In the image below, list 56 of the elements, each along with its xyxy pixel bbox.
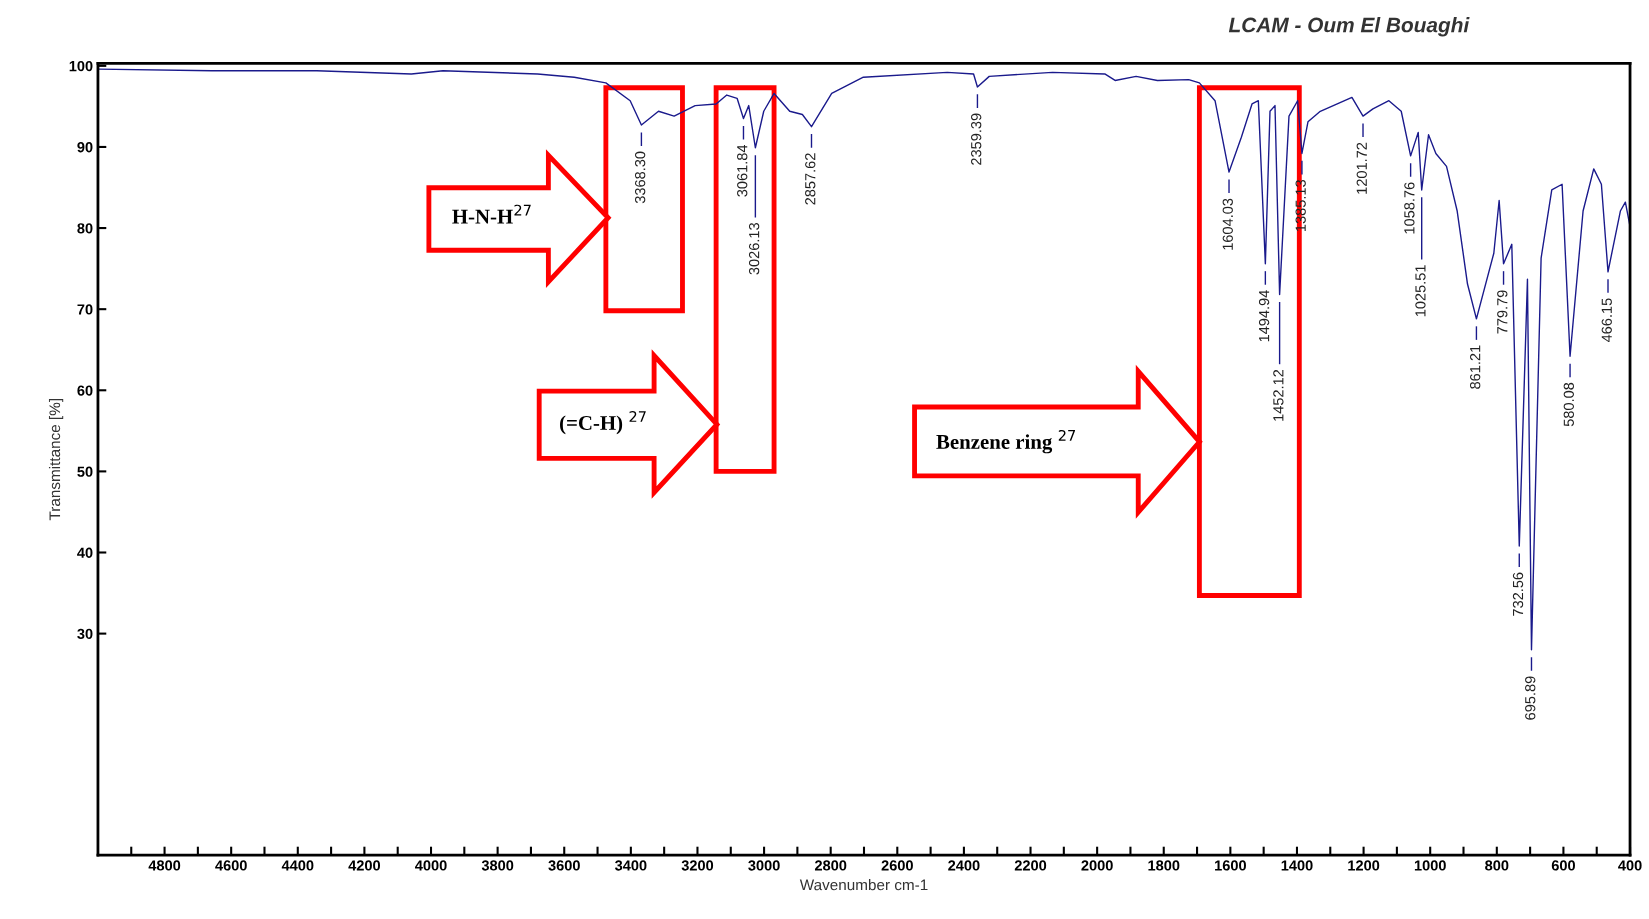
x-tick-label: 2400 (948, 860, 980, 871)
annotation: 861.21 (1470, 345, 1481, 389)
x-tick-label: 4200 (348, 860, 381, 871)
x-tick-label: 4000 (415, 860, 447, 871)
x-tick-label: 4800 (148, 860, 181, 871)
annotation: 1058.76 (1404, 182, 1415, 234)
annotation: 1201.72 (1356, 142, 1367, 194)
x-tick-label: 3200 (681, 860, 714, 871)
x-tick-label: 1400 (1281, 860, 1313, 871)
annotation: 580.08 (1563, 382, 1574, 427)
annotation: 466.15 (1601, 298, 1612, 343)
x-axis-title: Wavenumber cm-1 (799, 879, 928, 891)
y-tick-label: 30 (77, 628, 93, 640)
annotation: 1025.51 (1415, 265, 1426, 317)
x-tick-label: 2200 (1014, 860, 1047, 871)
x-tick-label: 400 (1618, 860, 1642, 871)
annotation: Benzene ring $^{27}$ (936, 429, 1076, 454)
x-tick-label: 2000 (1081, 860, 1113, 871)
y-tick-label: 50 (77, 466, 93, 477)
y-tick-label: 40 (77, 547, 93, 558)
x-tick-label: 1600 (1215, 860, 1246, 871)
annotation: 2359.39 (971, 113, 982, 165)
x-tick-label: 4400 (281, 860, 314, 871)
annotation: 1385.13 (1295, 180, 1306, 231)
annotation: 779.79 (1497, 290, 1508, 334)
x-tick-label: 1800 (1148, 860, 1180, 871)
annotation: 1452.12 (1273, 369, 1284, 421)
x-tick-label: 1200 (1348, 860, 1380, 871)
y-tick-label: 90 (77, 142, 93, 153)
x-tick-label: 1000 (1414, 860, 1446, 871)
x-tick-label: 800 (1485, 860, 1509, 871)
x-tick-label: 2800 (814, 860, 847, 871)
x-tick-label: 3600 (548, 860, 580, 871)
annotation: 732.56 (1512, 572, 1524, 616)
chart-title: LCAM - Oum El Bouaghi (1228, 17, 1470, 37)
annotation: 3026.13 (748, 223, 760, 275)
annotation: 1604.03 (1222, 198, 1233, 250)
annotation: 3368.30 (635, 151, 646, 204)
line-series (98, 68, 1631, 651)
annotation: H-N-H$^{27}$ (452, 204, 531, 224)
x-tick-label: 3800 (481, 860, 514, 871)
x-tick-label: 3000 (748, 860, 780, 871)
x-tick-label: 2600 (881, 860, 913, 871)
x-tick-label: 600 (1551, 860, 1575, 871)
y-tick-label: 60 (77, 385, 93, 396)
x-tick-label: 3400 (614, 860, 647, 871)
annotation: 2857.62 (805, 153, 816, 205)
x-tick-label: 4600 (215, 860, 247, 871)
y-tick-label: 100 (69, 60, 93, 72)
annotation: 695.89 (1525, 676, 1536, 720)
annotation: (=C-H) $^{27}$ (560, 411, 646, 435)
y-tick-label: 80 (77, 223, 93, 234)
y-tick-label: 70 (77, 304, 93, 315)
annotation: 3061.84 (737, 144, 748, 197)
y-axis-title: Transmittance [%] (48, 399, 64, 521)
annotation: 1494.94 (1258, 290, 1270, 342)
